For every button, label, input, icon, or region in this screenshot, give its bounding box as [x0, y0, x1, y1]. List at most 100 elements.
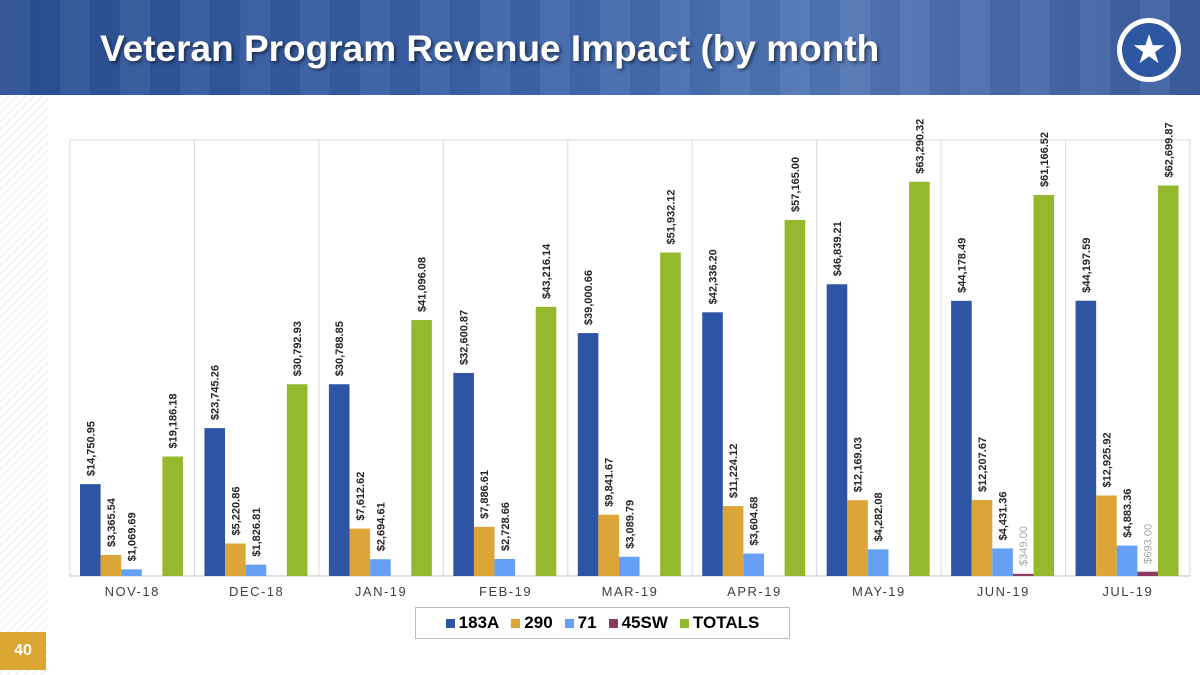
- page-number: 40: [0, 632, 46, 670]
- bar-290-jul-19: [1096, 495, 1117, 576]
- bar-290-may-19: [847, 500, 868, 576]
- bar-290-apr-19: [722, 506, 744, 576]
- data-label: $3,365.54: [106, 497, 118, 547]
- bar-290-dec-18: [225, 543, 246, 576]
- data-label: $44,197.59: [1081, 238, 1093, 293]
- bar-totals-jun-19: [1033, 195, 1055, 576]
- bar-183a-nov-18: [80, 484, 101, 576]
- data-label: $12,207.67: [977, 437, 989, 492]
- bar-totals-apr-19: [784, 219, 806, 576]
- legend-label: 183A: [458, 613, 500, 632]
- data-label: $57,165.00: [790, 157, 802, 212]
- data-label: $693.00: [1143, 524, 1155, 564]
- data-label: $2,728.66: [500, 502, 512, 551]
- legend-item-290: 290: [511, 613, 553, 633]
- bar-71-mar-19: [618, 556, 640, 576]
- data-label: $32,600.87: [459, 310, 471, 365]
- data-label: $30,792.93: [292, 321, 304, 376]
- star-logo: ★: [1117, 18, 1181, 82]
- legend: 183A 290 71 45SW TOTALS: [415, 607, 790, 639]
- page-title: Veteran Program Revenue Impact (by month: [100, 28, 880, 69]
- x-tick-label: JUL-19: [1102, 584, 1153, 599]
- legend-swatch: [564, 618, 574, 628]
- bar-45sw-jul-19: [1137, 571, 1158, 576]
- data-label: $61,166.52: [1039, 132, 1051, 187]
- bar-71-feb-19: [494, 559, 516, 576]
- bar-183a-jul-19: [1075, 300, 1097, 576]
- bar-71-jun-19: [992, 548, 1013, 576]
- x-tick-label: MAR-19: [602, 584, 659, 599]
- data-label: $4,883.36: [1122, 489, 1134, 538]
- x-tick-label: MAY-19: [852, 584, 906, 599]
- legend-item-45sw: 45SW: [608, 613, 668, 633]
- legend-swatch: [445, 618, 455, 628]
- x-tick-label: JUN-19: [977, 584, 1030, 599]
- x-tick-label: NOV-18: [105, 584, 160, 599]
- bar-183a-dec-18: [204, 428, 226, 576]
- data-label: $41,096.08: [417, 257, 429, 312]
- data-label: $63,290.32: [914, 119, 926, 174]
- data-label: $4,431.36: [998, 491, 1010, 540]
- star-icon: ★: [1122, 23, 1176, 77]
- data-label: $12,925.92: [1101, 432, 1113, 487]
- data-label: $2,694.61: [375, 502, 387, 551]
- data-label: $62,699.87: [1163, 122, 1175, 177]
- legend-item-183a: 183A: [445, 613, 500, 633]
- bar-290-mar-19: [598, 514, 619, 576]
- bar-totals-feb-19: [535, 306, 557, 576]
- bar-290-nov-18: [100, 555, 122, 576]
- data-label: $43,216.14: [541, 243, 553, 299]
- data-label: $14,750.95: [85, 421, 97, 476]
- bar-290-jun-19: [971, 499, 993, 576]
- x-tick-label: APR-19: [727, 584, 782, 599]
- bar-183a-apr-19: [702, 312, 723, 576]
- data-label: $11,224.12: [728, 444, 740, 498]
- bar-183a-may-19: [826, 284, 848, 576]
- data-label: $3,089.79: [624, 500, 636, 549]
- bar-183a-feb-19: [453, 372, 474, 576]
- legend-item-71: 71: [564, 613, 597, 633]
- bar-183a-jan-19: [328, 384, 350, 576]
- bar-71-apr-19: [743, 553, 765, 576]
- x-tick-label: FEB-19: [479, 584, 532, 599]
- data-label: $12,169.03: [853, 437, 865, 492]
- bar-totals-mar-19: [660, 252, 681, 576]
- data-label: $349.00: [1018, 526, 1030, 566]
- bar-71-may-19: [867, 549, 889, 576]
- data-label: $9,841.67: [604, 458, 616, 507]
- legend-swatch: [679, 618, 689, 628]
- bar-45sw-jun-19: [1012, 573, 1034, 576]
- legend-label: TOTALS: [692, 613, 760, 632]
- bar-290-jan-19: [349, 528, 371, 576]
- bar-totals-dec-18: [286, 384, 308, 576]
- data-label: $3,604.68: [749, 497, 761, 546]
- header-banner: [0, 0, 1200, 95]
- side-hatch: [0, 95, 48, 675]
- data-label: $44,178.49: [956, 238, 968, 293]
- bar-290-feb-19: [473, 526, 495, 576]
- data-label: $19,186.18: [168, 393, 180, 448]
- legend-item-totals: TOTALS: [679, 613, 760, 633]
- bar-totals-jan-19: [411, 320, 432, 576]
- x-tick-label: DEC-18: [229, 584, 284, 599]
- legend-label: 45SW: [621, 613, 668, 632]
- data-label: $1,826.81: [251, 508, 263, 557]
- x-tick-label: JAN-19: [355, 584, 407, 599]
- data-label: $7,612.62: [355, 472, 367, 521]
- bar-71-jul-19: [1116, 545, 1138, 576]
- bar-totals-jul-19: [1157, 185, 1179, 577]
- bar-71-jan-19: [370, 559, 391, 576]
- bar-totals-may-19: [909, 181, 930, 576]
- data-label: $1,069.69: [127, 512, 139, 561]
- data-label: $4,282.08: [873, 492, 885, 541]
- bar-183a-jun-19: [951, 300, 972, 576]
- bar-71-dec-18: [245, 564, 267, 576]
- data-label: $5,220.86: [230, 487, 242, 536]
- data-label: $39,000.66: [583, 270, 595, 325]
- bar-71-nov-18: [121, 569, 142, 576]
- data-label: $7,886.61: [479, 470, 491, 519]
- data-label: $23,745.26: [210, 365, 222, 420]
- data-label: $42,336.20: [708, 249, 720, 304]
- bar-totals-nov-18: [162, 456, 183, 576]
